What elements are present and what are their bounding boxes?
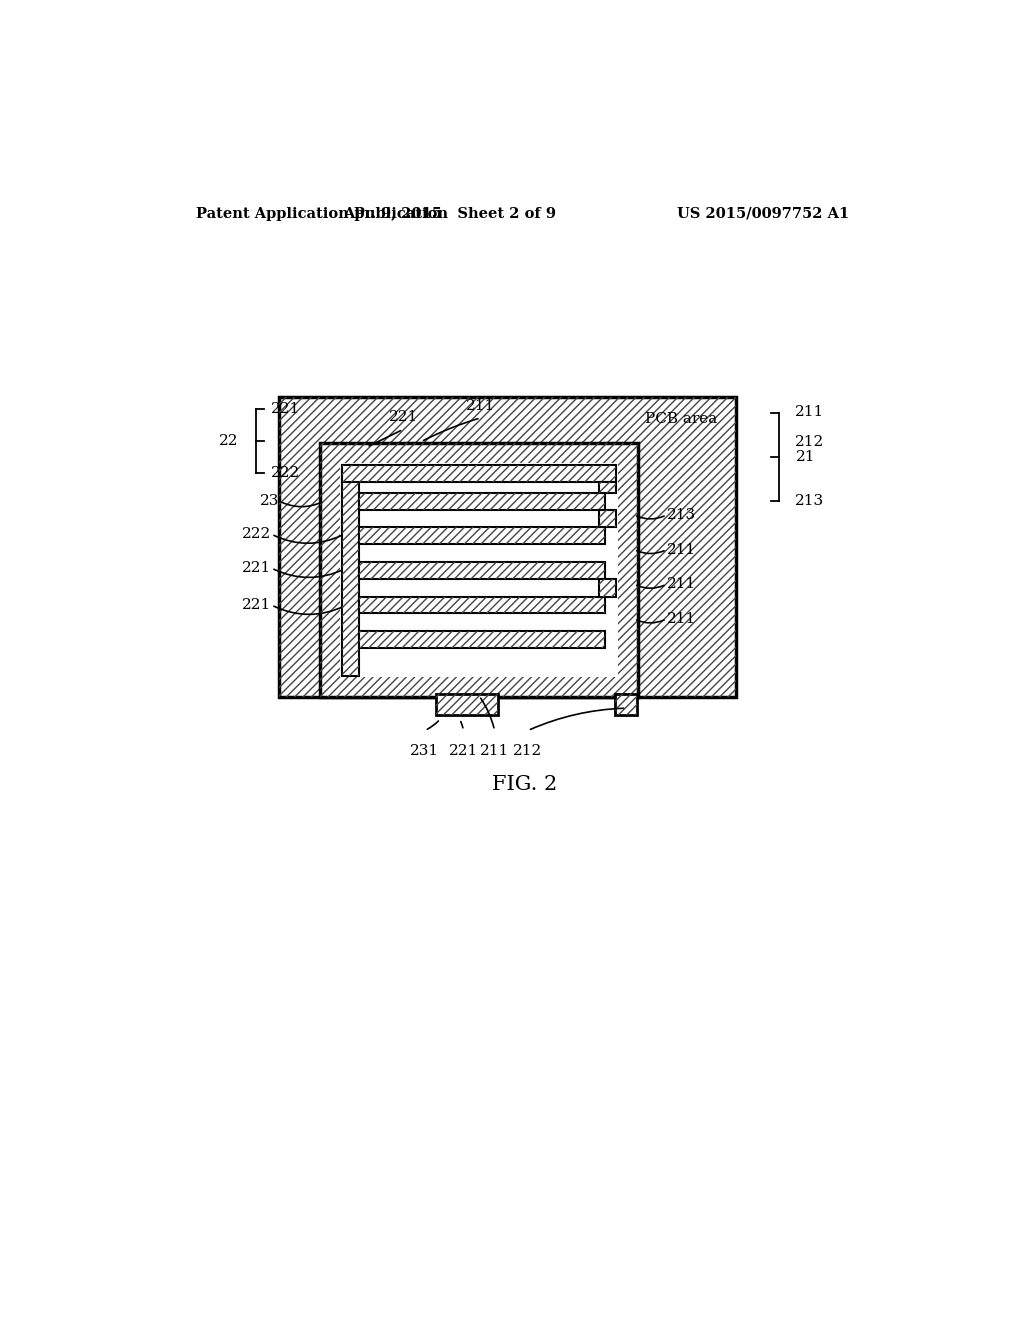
Bar xyxy=(599,578,616,597)
Bar xyxy=(359,562,605,579)
Bar xyxy=(321,444,638,697)
Bar xyxy=(342,465,359,676)
Text: PCB area: PCB area xyxy=(645,412,717,425)
Bar xyxy=(359,597,605,614)
Text: 22: 22 xyxy=(219,433,239,447)
Bar xyxy=(359,597,605,614)
Bar xyxy=(342,465,616,482)
Text: Patent Application Publication: Patent Application Publication xyxy=(197,207,449,220)
Bar xyxy=(280,397,736,697)
Text: 211: 211 xyxy=(480,744,509,759)
Bar xyxy=(436,693,499,715)
Text: 221: 221 xyxy=(388,411,418,424)
Text: 221: 221 xyxy=(242,561,271,576)
Bar xyxy=(280,397,736,697)
Bar xyxy=(359,527,605,544)
Text: 231: 231 xyxy=(411,744,439,759)
Text: 211: 211 xyxy=(466,399,496,412)
Bar xyxy=(599,578,616,597)
Bar xyxy=(359,527,605,544)
Text: 212: 212 xyxy=(795,436,823,449)
Text: FIG. 2: FIG. 2 xyxy=(493,775,557,793)
Bar xyxy=(615,693,637,715)
Bar xyxy=(599,510,616,527)
Bar xyxy=(340,463,617,677)
Text: 211: 211 xyxy=(795,405,823,420)
Text: 213: 213 xyxy=(667,508,695,521)
Text: 23: 23 xyxy=(260,494,280,508)
Bar xyxy=(321,444,638,697)
Bar xyxy=(342,465,359,676)
Bar xyxy=(599,510,616,527)
Bar xyxy=(342,465,616,482)
Text: 211: 211 xyxy=(667,612,696,626)
Bar xyxy=(359,492,605,510)
Text: 213: 213 xyxy=(795,494,823,508)
Bar xyxy=(615,693,637,715)
Text: 221: 221 xyxy=(271,401,301,416)
Bar xyxy=(359,562,605,579)
Text: 222: 222 xyxy=(271,466,301,479)
Bar xyxy=(436,693,499,715)
Bar xyxy=(599,482,616,492)
Text: 211: 211 xyxy=(667,543,696,557)
Text: 222: 222 xyxy=(242,527,271,541)
Bar xyxy=(359,631,605,648)
Text: 211: 211 xyxy=(667,577,696,591)
Bar xyxy=(599,482,616,492)
Text: Apr. 9, 2015   Sheet 2 of 9: Apr. 9, 2015 Sheet 2 of 9 xyxy=(343,207,556,220)
Bar xyxy=(359,631,605,648)
Text: 21: 21 xyxy=(796,450,815,463)
Text: US 2015/0097752 A1: US 2015/0097752 A1 xyxy=(677,207,850,220)
Text: 212: 212 xyxy=(513,744,543,759)
Bar xyxy=(359,492,605,510)
Text: 221: 221 xyxy=(242,598,271,612)
Text: 221: 221 xyxy=(449,744,478,759)
